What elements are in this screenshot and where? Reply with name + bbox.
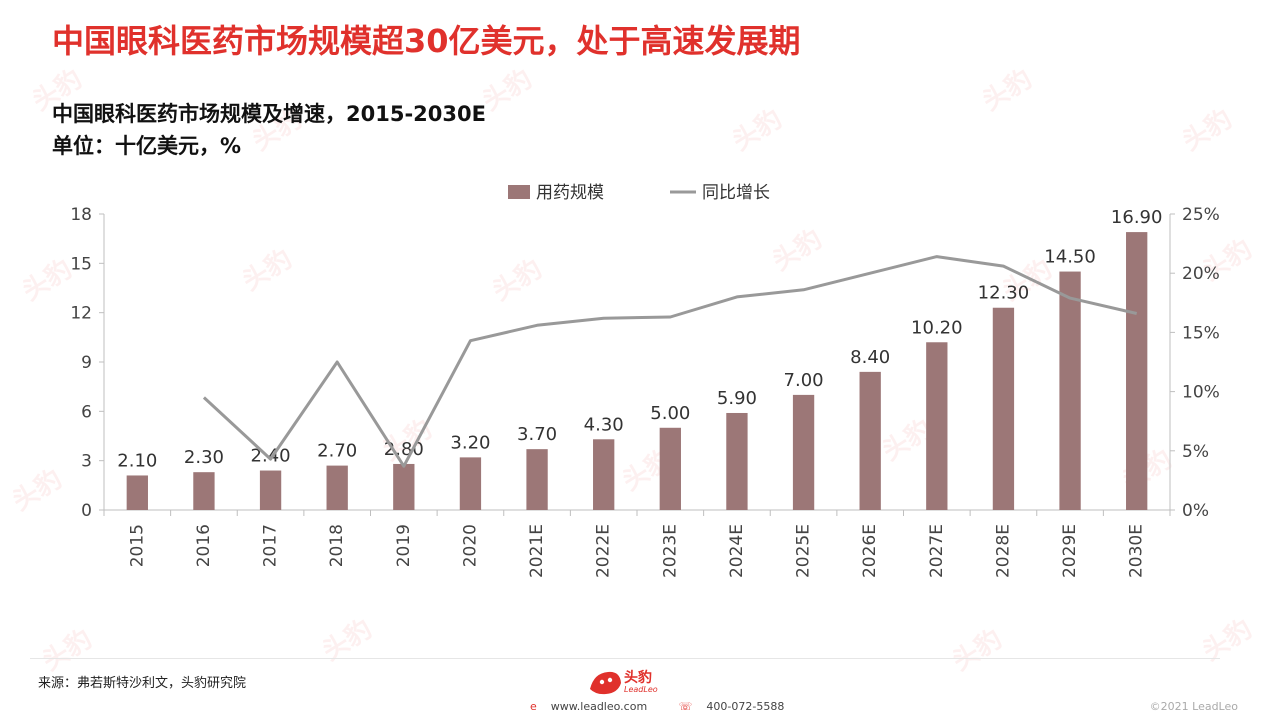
- legend-label-line: 同比增长: [702, 183, 770, 203]
- bar: [926, 342, 948, 510]
- x-axis-tick-label: 2029E: [1060, 524, 1080, 578]
- x-axis-tick-label: 2023E: [660, 524, 680, 578]
- right-axis-tick-label: 20%: [1182, 264, 1220, 284]
- left-axis-tick-label: 18: [70, 205, 92, 225]
- bar: [326, 465, 348, 510]
- x-axis-tick-label: 2018: [327, 524, 347, 567]
- logo-subtext: LeadLeo: [624, 685, 658, 694]
- legend-label-bars: 用药规模: [536, 183, 604, 203]
- phone-info: ☏ 400-072-5588: [679, 700, 799, 713]
- bar-value-label: 5.00: [650, 403, 690, 424]
- x-axis-tick-label: 2015: [127, 524, 147, 567]
- bar: [992, 307, 1015, 510]
- bar-value-label: 12.30: [978, 283, 1030, 304]
- bar-value-label: 2.30: [184, 447, 224, 468]
- bar-value-label: 3.70: [517, 424, 557, 445]
- watermark: 头豹: [947, 624, 1008, 678]
- bar: [126, 475, 148, 510]
- globe-icon: e: [530, 700, 537, 713]
- right-axis-tick-label: 5%: [1182, 442, 1209, 462]
- x-axis-tick-label: 2028E: [993, 524, 1013, 578]
- bar-value-label: 2.70: [317, 441, 357, 462]
- growth-line: [202, 255, 1138, 468]
- left-axis-tick-label: 12: [70, 304, 92, 324]
- growth-line-series: [202, 255, 1138, 468]
- bar: [1059, 271, 1081, 510]
- bar: [726, 412, 748, 510]
- x-axis-tick-label: 2030E: [1127, 524, 1147, 578]
- left-axis-tick-label: 15: [70, 254, 92, 274]
- bar-value-labels: 2.10 2.30 2.40 2.70 2.80 3.20 3.70 4.305.005.90…: [117, 207, 1162, 471]
- bar-series: [126, 232, 1148, 511]
- bar: [792, 394, 815, 510]
- left-axis-tick-label: 6: [81, 402, 92, 422]
- logo-text: 头豹: [624, 670, 652, 686]
- bar: [459, 457, 482, 510]
- bar-value-label: 5.90: [717, 388, 757, 409]
- x-axis-tick-label: 2025E: [794, 524, 814, 578]
- footer-divider: [30, 658, 1220, 659]
- bar-value-label: 16.90: [1111, 207, 1163, 228]
- left-axis-tick-label: 3: [81, 452, 92, 472]
- bar-value-label: 14.50: [1044, 247, 1096, 268]
- bar: [526, 449, 548, 510]
- x-axis-tick-label: 2024E: [727, 524, 747, 578]
- copyright: ©2021 LeadLeo: [1149, 700, 1238, 713]
- bar-value-label: 8.40: [850, 347, 890, 368]
- bar: [259, 470, 282, 510]
- x-axis-tick-label: 2016: [194, 524, 214, 567]
- x-axis-tick-label: 2020: [460, 524, 480, 567]
- bar: [393, 463, 415, 510]
- chart-unit: 单位：十亿美元，%: [52, 134, 242, 158]
- bar-value-label: 3.20: [450, 432, 490, 453]
- phone-icon: ☏: [678, 700, 693, 713]
- bar: [1126, 232, 1148, 511]
- x-axis-tick-label: 2026E: [860, 524, 880, 578]
- bar-value-label: 10.20: [911, 317, 963, 338]
- right-axis-tick-label: 25%: [1182, 205, 1220, 225]
- website-link[interactable]: e www.leadleo.com: [530, 700, 661, 713]
- market-chart: 用药规模 同比增长 0 3 6 9 12 15 18 0% 5% 10% 15% 20% 25% 2015 2…: [70, 183, 1219, 578]
- bar: [859, 371, 881, 510]
- x-axis-tick-label: 2021E: [527, 524, 547, 578]
- chart-subtitle: 中国眼科医药市场规模及增速，2015-2030E 单位：十亿美元，%: [52, 98, 486, 162]
- page-title: 中国眼科医药市场规模超30亿美元，处于高速发展期: [52, 22, 801, 60]
- phone-text: 400-072-5588: [706, 700, 785, 713]
- legend-swatch-bars: [508, 185, 530, 199]
- right-axis-tick-label: 15%: [1182, 323, 1220, 343]
- watermark: 头豹: [317, 614, 378, 668]
- website-text: www.leadleo.com: [550, 700, 648, 713]
- bar: [659, 427, 681, 510]
- source-note: 来源：弗若斯特沙利文，头豹研究院: [38, 676, 247, 691]
- right-axis-tick-label: 10%: [1182, 383, 1220, 403]
- contact-info: e www.leadleo.com ☏ 400-072-5588: [530, 700, 812, 713]
- bar-value-label: 2.40: [251, 446, 291, 467]
- leadleo-logo-icon: [590, 671, 621, 695]
- x-axis-tick-label: 2017: [261, 524, 281, 567]
- x-axis-tick-label: 2022E: [594, 524, 614, 578]
- watermark: 头豹: [1197, 614, 1258, 668]
- bar: [593, 439, 615, 510]
- bar: [193, 472, 215, 510]
- left-axis-tick-label: 0: [81, 501, 92, 521]
- right-axis-tick-label: 0%: [1182, 501, 1209, 521]
- bar-value-label: 7.00: [784, 370, 824, 391]
- x-axis-tick-label: 2027E: [927, 524, 947, 578]
- chart-legend: 用药规模 同比增长: [508, 183, 770, 203]
- chart-axes: 0 3 6 9 12 15 18 0% 5% 10% 15% 20% 25% 2015 2016 2017 20…: [70, 205, 1219, 578]
- left-axis-tick-label: 9: [81, 353, 92, 373]
- x-axis-tick-label: 2019: [394, 524, 414, 567]
- bar-value-label: 2.10: [117, 450, 157, 471]
- chart-title: 中国眼科医药市场规模及增速，2015-2030E: [52, 102, 486, 126]
- bar-value-label: 4.30: [584, 414, 624, 435]
- watermark: 头豹: [37, 624, 98, 678]
